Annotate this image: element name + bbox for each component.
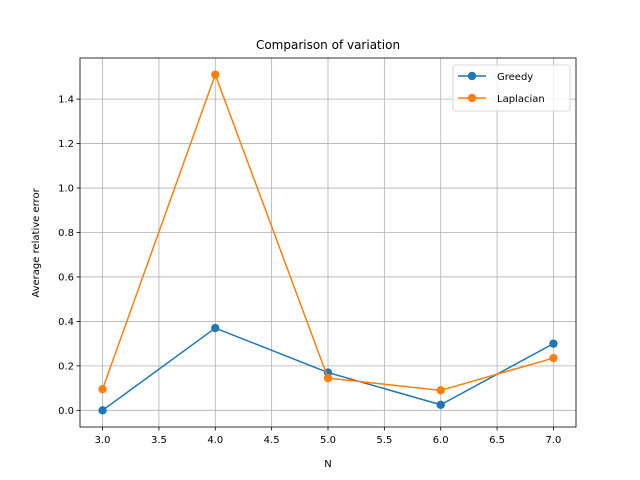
series-laplacian [98,70,558,395]
series-greedy [98,323,558,415]
y-tick-label: 1.2 [58,139,74,150]
legend-marker [467,93,477,103]
data-point-laplacian [549,353,558,363]
data-point-greedy [211,323,220,333]
y-axis-label: Average relative error [31,187,42,297]
x-axis-label: N [324,459,331,470]
x-tick-label: 5.0 [320,435,336,446]
x-axis: 3.0 3.5 4.0 4.5 5.0 5.5 6.0 6.5 7.0 [95,427,562,446]
x-tick-label: 3.5 [151,435,167,446]
x-tick-label: 5.5 [376,435,392,446]
y-axis: 0.0 0.2 0.4 0.6 0.8 1.0 1.2 1.4 [58,95,80,417]
series-layer [98,70,558,415]
y-tick-label: 0.2 [58,361,74,372]
x-tick-label: 7.0 [546,435,562,446]
y-tick-label: 0.0 [58,406,74,417]
y-tick-label: 1.0 [58,184,74,195]
data-point-laplacian [211,70,220,79]
legend-marker [467,71,477,81]
legend: Greedy Laplacian [452,64,571,112]
x-tick-label: 4.5 [264,435,280,446]
x-tick-label: 6.0 [433,435,449,446]
data-point-greedy [98,406,107,415]
grid [80,58,576,427]
chart-title: Comparison of variation [256,38,400,52]
data-point-laplacian [436,386,445,395]
legend-label: Greedy [497,72,533,83]
y-tick-label: 0.8 [58,228,74,239]
data-point-laplacian [323,373,333,383]
x-tick-label: 6.5 [489,435,505,446]
y-tick-label: 1.4 [58,95,74,106]
legend-label: Laplacian [497,94,545,105]
data-point-greedy [436,400,445,409]
legend-item-laplacian: Laplacian [458,93,545,105]
x-tick-label: 4.0 [207,435,223,446]
data-point-laplacian [98,385,107,394]
y-tick-label: 0.4 [58,317,74,328]
x-tick-label: 3.0 [95,435,111,446]
legend-item-greedy: Greedy [458,71,533,83]
y-tick-label: 0.6 [58,272,74,283]
data-point-greedy [549,339,558,348]
